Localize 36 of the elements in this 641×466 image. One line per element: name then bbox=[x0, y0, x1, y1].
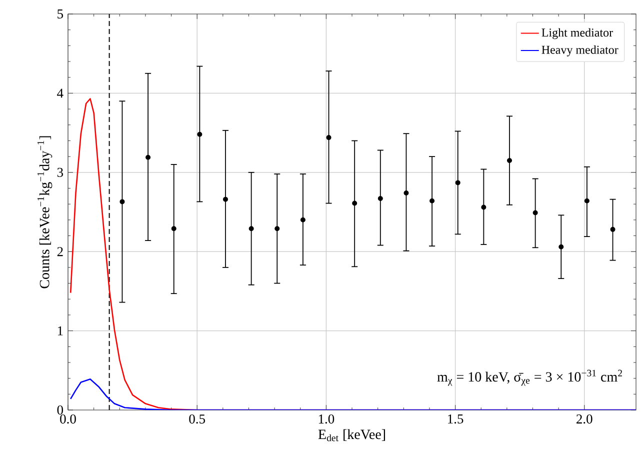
point bbox=[404, 190, 409, 196]
x-tick-label: 0.5 bbox=[189, 414, 205, 424]
point bbox=[558, 244, 564, 250]
y-axis-title: Counts [keVee$^{−1}$kg$^{−1}$day$^{−1}$] bbox=[37, 136, 52, 288]
x-tick-label: 0.0 bbox=[60, 414, 76, 424]
point bbox=[455, 180, 460, 186]
y-tick-label: 3 bbox=[57, 168, 64, 177]
legend-label: Heavy mediator bbox=[542, 45, 618, 56]
point bbox=[610, 226, 616, 232]
x-tick-label: 1.0 bbox=[318, 414, 334, 424]
x-tick-label: 1.5 bbox=[448, 414, 464, 424]
y-tick-label: 4 bbox=[57, 88, 64, 98]
legend-label: Light mediator bbox=[542, 28, 613, 40]
point bbox=[532, 210, 538, 216]
x-tick-label: 2.0 bbox=[576, 414, 592, 424]
point bbox=[120, 199, 125, 204]
point bbox=[300, 217, 306, 222]
y-tick-label: 1 bbox=[58, 326, 63, 336]
point bbox=[481, 204, 486, 210]
point bbox=[378, 196, 383, 202]
point bbox=[584, 198, 590, 204]
point bbox=[506, 158, 512, 164]
point bbox=[430, 198, 435, 204]
point bbox=[248, 226, 254, 232]
point bbox=[274, 226, 280, 232]
annotation: m$_{χ}$ = 10 keV, σ̄$_{χe}$ = 3 × 10$^{−31}$ cm$^{2}$ bbox=[437, 370, 622, 386]
y-tick-label: 2 bbox=[57, 247, 63, 256]
point bbox=[197, 132, 202, 137]
point bbox=[222, 196, 228, 202]
point bbox=[171, 226, 176, 232]
point bbox=[326, 135, 332, 140]
point bbox=[352, 200, 358, 206]
point bbox=[146, 154, 151, 160]
y-tick-label: 0 bbox=[57, 405, 64, 415]
x-axis-title: E$_{det}$ [keVee] bbox=[318, 429, 386, 442]
y-tick-label: 5 bbox=[58, 10, 64, 18]
